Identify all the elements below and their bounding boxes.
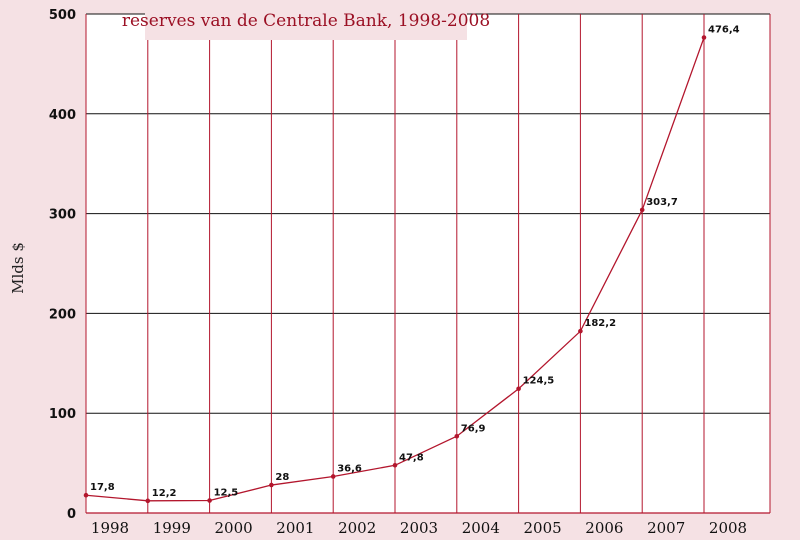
x-tick-label: 1999 [153,519,191,537]
x-tick-label: 2003 [400,519,438,537]
vertical-gridlines [85,14,771,513]
x-tick-label: 2006 [585,519,623,537]
data-point [269,482,274,488]
x-tick-label: 2007 [647,519,685,537]
data-point [578,328,583,334]
data-label: 12,5 [214,488,239,499]
y-tick-label: 400 [49,108,76,123]
data-label: 76,9 [461,423,486,434]
x-tick-label: 2008 [709,519,747,537]
data-label: 124,5 [523,376,555,387]
data-label: 476,4 [708,25,740,36]
data-point [701,35,707,40]
data-point [330,474,336,479]
data-label: 17,8 [90,482,115,493]
data-point [83,492,89,498]
data-label: 47,8 [399,452,424,463]
y-tick-label: 100 [49,407,76,422]
y-axis-label: Mlds $ [9,242,27,294]
plot-background [86,14,770,513]
chart-title: reserves van de Centrale Bank, 1998-2008 [121,11,491,31]
y-tick-label: 0 [67,507,76,522]
data-labels: 17,8 12,2 12,5 28 36,6 47,8 76,9 124,5 182,2 303,… [90,25,740,499]
data-label: 12,2 [152,488,177,499]
y-tick-label: 200 [49,307,76,322]
data-label: 36,6 [337,463,362,474]
data-point [207,498,212,503]
series-line-group [83,35,707,504]
x-tick-label: 2000 [215,519,253,537]
data-point [145,498,151,504]
data-point [639,207,645,213]
data-label: 182,2 [584,318,616,329]
x-tick-label: 1998 [91,519,129,537]
data-point [516,386,521,392]
y-tick-label: 500 [49,8,76,23]
chart-title-box: reserves van de Centrale Bank, 1998-2008 [122,2,490,40]
x-tick-label: 2005 [524,519,562,537]
data-label: 28 [275,472,289,483]
x-tick-label: 2004 [462,519,500,537]
y-tick-label: 300 [49,208,76,223]
data-point [454,433,460,439]
data-label: 303,7 [646,197,678,208]
y-axis-ticks: 0 100 200 300 400 500 [49,8,76,522]
x-tick-label: 2002 [338,519,376,537]
x-axis-ticks: 1998 1999 2000 2001 2002 2003 2004 2005 2006 2007… [91,519,747,537]
x-tick-label: 2001 [276,519,314,537]
data-point [392,462,398,468]
